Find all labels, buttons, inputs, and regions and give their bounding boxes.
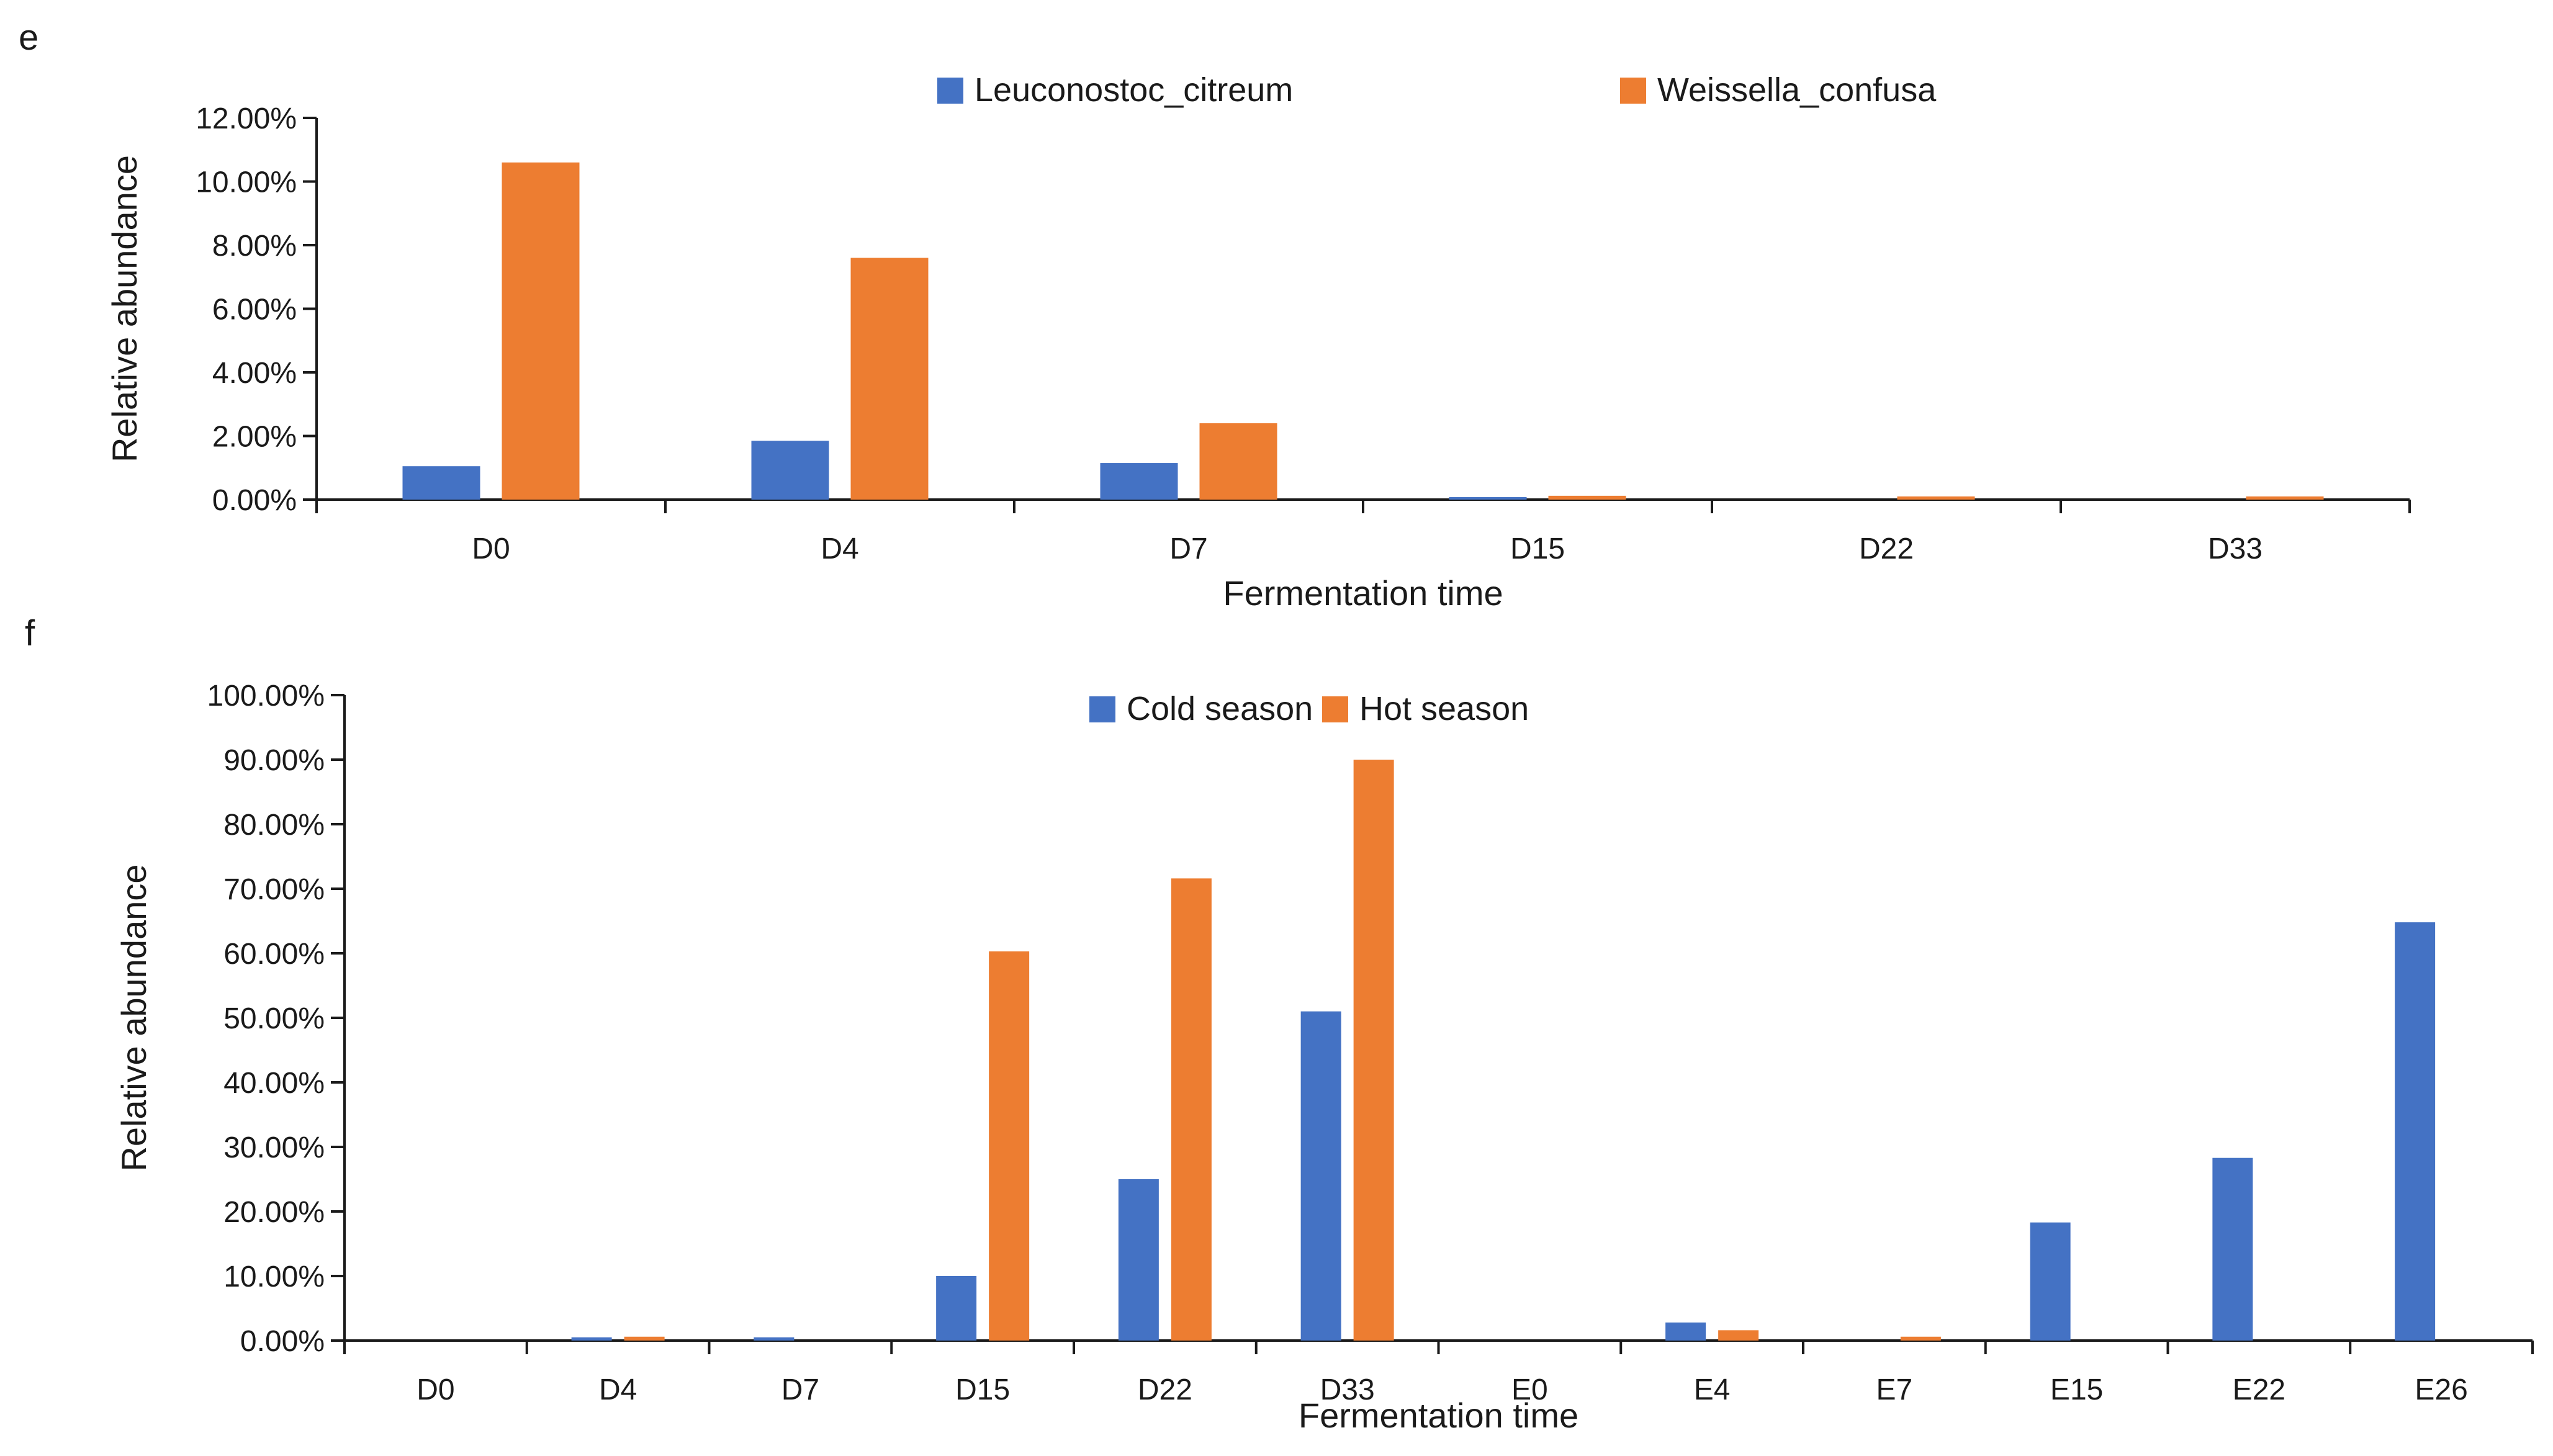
bar-e-weissella-confusa-d0	[502, 162, 580, 500]
x-tick-label-f-d22: D22	[1138, 1373, 1192, 1406]
x-tick-label-e-d7: D7	[1169, 533, 1207, 565]
bar-f-cold-season-d15	[936, 1276, 977, 1341]
y-tick-label-f-10: 100.00%	[207, 680, 325, 712]
y-tick-label-e-6: 12.00%	[196, 102, 297, 135]
bar-e-weissella-confusa-d7	[1199, 423, 1277, 500]
y-tick-label-f-3: 30.00%	[223, 1131, 325, 1164]
y-tick-label-f-5: 50.00%	[223, 1002, 325, 1035]
bar-f-cold-season-d22	[1118, 1179, 1159, 1341]
panel-letter-f: f	[25, 613, 35, 654]
x-tick-label-e-d33: D33	[2208, 533, 2263, 565]
bar-f-hot-season-d33	[1353, 760, 1394, 1341]
legend-swatch-f-hot-season	[1322, 696, 1348, 722]
chart-f: 0.00% 10.00% 20.00% 30.00% 40.00% 50.00% 60.00…	[114, 680, 2534, 1435]
bar-f-cold-season-e15	[2030, 1222, 2071, 1341]
y-tick-label-e-0: 0.00%	[212, 484, 297, 517]
y-tick-label-f-8: 80.00%	[223, 809, 325, 842]
x-tick-label-f-d0: D0	[416, 1373, 454, 1406]
y-tick-label-e-2: 4.00%	[212, 357, 297, 390]
x-tick-label-e-d0: D0	[472, 533, 510, 565]
x-tick-label-f-e4: E4	[1694, 1373, 1731, 1406]
y-tick-label-e-5: 10.00%	[196, 166, 297, 199]
y-tick-label-e-1: 2.00%	[212, 421, 297, 454]
x-tick-label-f-e15: E15	[2050, 1373, 2103, 1406]
x-tick-label-f-e0: E0	[1511, 1373, 1548, 1406]
bar-f-hot-season-d4	[624, 1336, 665, 1341]
x-tick-label-f-d4: D4	[599, 1373, 637, 1406]
x-tick-label-f-e22: E22	[2233, 1373, 2285, 1406]
chart-e: 0.00% 2.00% 4.00% 6.00% 8.00% 10.00% 12.00% D0 D…	[105, 71, 2411, 613]
panel-letter-e: e	[19, 17, 38, 58]
y-axis-title-e: Relative abundance	[105, 155, 144, 462]
x-tick-label-f-e26: E26	[2415, 1373, 2467, 1406]
x-axis-title-e: Fermentation time	[1223, 573, 1503, 613]
x-axis-title-f: Fermentation time	[1299, 1396, 1578, 1435]
bar-e-leuconostoc-citreum-d7	[1100, 463, 1178, 500]
y-tick-label-f-6: 60.00%	[223, 938, 325, 971]
legend-swatch-e-weissella-confusa	[1620, 78, 1646, 104]
bar-e-weissella-confusa-d22	[1897, 496, 1975, 500]
bar-e-leuconostoc-citreum-d0	[402, 466, 480, 500]
bar-e-leuconostoc-citreum-d4	[751, 441, 829, 500]
x-tick-label-e-d15: D15	[1510, 533, 1565, 565]
legend-swatch-e-leuconostoc-citreum	[937, 78, 963, 104]
bar-f-hot-season-d22	[1171, 878, 1212, 1341]
legend-label-e-leuconostoc-citreum: Leuconostoc_citreum	[975, 71, 1293, 109]
bar-f-hot-season-e4	[1718, 1330, 1759, 1341]
y-tick-label-f-0: 0.00%	[240, 1325, 325, 1358]
bar-e-weissella-confusa-d33	[2246, 496, 2324, 500]
y-axis-title-f: Relative abundance	[114, 864, 153, 1171]
bar-e-weissella-confusa-d15	[1548, 495, 1626, 500]
x-tick-label-f-d33: D33	[1320, 1373, 1375, 1406]
bar-f-cold-season-d7	[754, 1337, 795, 1341]
bar-f-cold-season-e4	[1665, 1322, 1706, 1341]
x-tick-label-f-e7: E7	[1876, 1373, 1913, 1406]
bar-e-weissella-confusa-d4	[850, 258, 929, 500]
legend-label-e-weissella-confusa: Weissella_confusa	[1657, 71, 1937, 109]
x-tick-label-f-d15: D15	[955, 1373, 1010, 1406]
x-tick-label-e-d22: D22	[1859, 533, 1914, 565]
legend-swatch-f-cold-season	[1089, 696, 1115, 722]
y-tick-label-e-4: 8.00%	[212, 230, 297, 263]
bar-f-hot-season-d15	[989, 951, 1030, 1341]
y-tick-label-e-3: 6.00%	[212, 294, 297, 326]
bar-f-cold-season-d33	[1300, 1011, 1341, 1341]
x-tick-label-f-d7: D7	[781, 1373, 819, 1406]
bar-f-cold-season-d4	[571, 1337, 612, 1341]
y-tick-label-f-4: 40.00%	[223, 1067, 325, 1100]
bar-f-cold-season-e22	[2212, 1157, 2253, 1341]
bar-f-cold-season-e26	[2395, 922, 2436, 1341]
x-tick-label-e-d4: D4	[821, 533, 858, 565]
y-tick-label-f-1: 10.00%	[223, 1261, 325, 1293]
y-tick-label-f-7: 70.00%	[223, 873, 325, 906]
bar-f-hot-season-e7	[1900, 1336, 1941, 1341]
legend-label-f-hot-season: Hot season	[1359, 690, 1529, 727]
y-tick-label-f-2: 20.00%	[223, 1196, 325, 1229]
y-tick-label-f-9: 90.00%	[223, 744, 325, 777]
bar-e-leuconostoc-citreum-d15	[1449, 497, 1527, 500]
legend-label-f-cold-season: Cold season	[1127, 690, 1313, 727]
